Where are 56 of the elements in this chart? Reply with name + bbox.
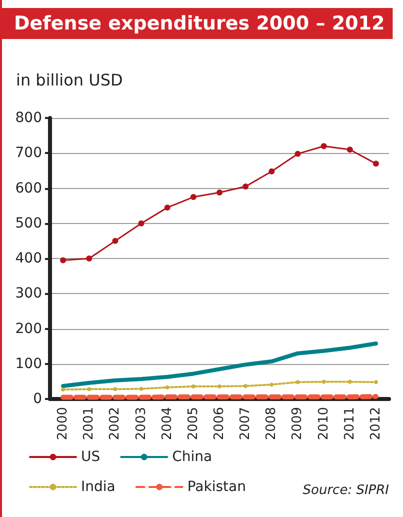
x-tick-label: 2003 — [134, 407, 149, 440]
point — [320, 143, 327, 150]
point — [164, 204, 170, 211]
x-tick-label: 2006 — [212, 407, 227, 440]
point — [190, 194, 196, 200]
point — [294, 150, 301, 157]
chart-title: Defense expenditures 2000 – 2012 — [14, 12, 385, 34]
y-tick-label: 400 — [15, 250, 42, 266]
x-tick-label: 2008 — [264, 407, 280, 440]
point — [244, 384, 248, 388]
point — [139, 386, 144, 391]
y-tick-label: 700 — [15, 145, 42, 162]
y-tick-label: 800 — [15, 110, 42, 126]
point — [86, 256, 92, 262]
x-tick-label: 2004 — [160, 407, 175, 440]
point — [112, 238, 118, 244]
point — [87, 387, 92, 392]
point — [165, 385, 170, 390]
point — [138, 220, 144, 226]
line-series — [61, 342, 378, 388]
y-tick-label: 500 — [15, 215, 42, 232]
point — [113, 387, 118, 392]
point — [268, 168, 275, 174]
y-tick-label: 0 — [33, 391, 42, 407]
point — [348, 380, 352, 384]
x-tick-label: 2012 — [368, 407, 384, 440]
y-tick-label: 600 — [15, 180, 42, 196]
chart-subtitle: in billion USD — [16, 70, 123, 90]
x-tick-label: 2002 — [108, 407, 123, 440]
point — [322, 380, 326, 384]
x-tick-label: 2007 — [238, 407, 254, 440]
point — [296, 380, 300, 384]
legend-label: US — [81, 449, 100, 465]
y-tick-label: 300 — [15, 286, 42, 302]
point — [61, 388, 66, 392]
point — [372, 160, 379, 167]
x-tick-label: 2009 — [290, 407, 306, 440]
x-tick-label: 2000 — [56, 407, 71, 440]
point — [242, 183, 249, 190]
point — [60, 257, 66, 264]
point — [218, 384, 222, 388]
legend-label: China — [172, 449, 212, 465]
x-tick-label: 2001 — [82, 407, 97, 440]
y-tick-label: 100 — [15, 356, 42, 372]
x-tick-label: 2005 — [186, 407, 201, 440]
point — [270, 382, 274, 387]
y-tick-label: 200 — [15, 320, 42, 337]
legend-label: India — [81, 479, 116, 495]
x-tick-label: 2011 — [342, 407, 358, 440]
source-note: Source: SIPRI — [302, 483, 390, 498]
legend-label: Pakistan — [187, 479, 246, 495]
x-tick-label: 2010 — [316, 407, 332, 440]
point — [191, 384, 196, 388]
point — [374, 380, 378, 384]
point — [346, 146, 353, 153]
point — [216, 189, 222, 196]
